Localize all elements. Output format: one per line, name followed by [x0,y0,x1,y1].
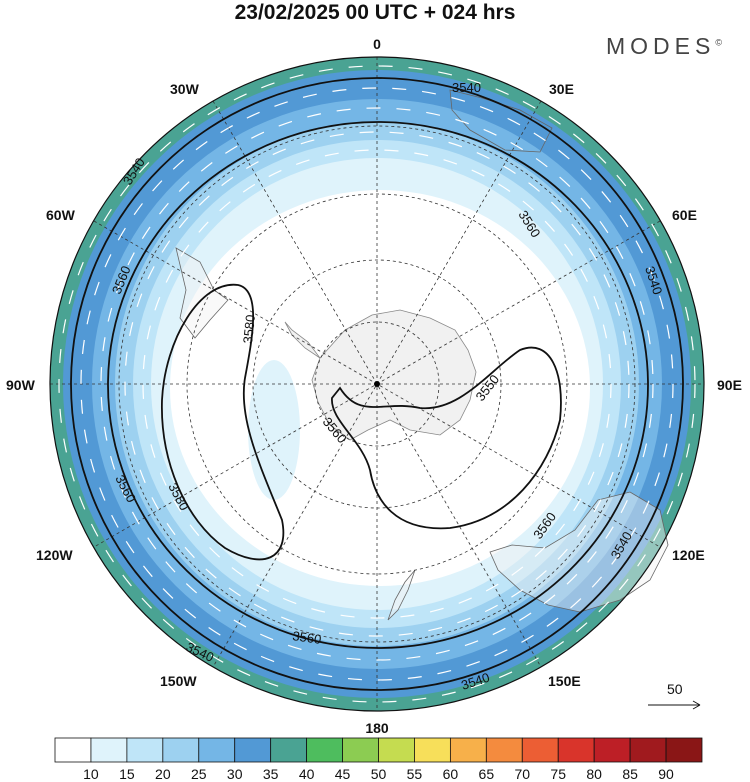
colorbar-swatch [342,737,379,763]
contour-label-3580: 3580 [240,314,258,344]
colorbar: 10 15 20 25 30 35 40 45 50 55 60 65 70 75 80 85 90 [54,737,703,782]
brand-logo: MODES© [606,33,722,60]
colorbar-swatch [629,737,667,763]
colorbar-swatch [665,737,703,763]
colorbar-swatch [54,737,92,763]
colorbar-label: 25 [191,766,207,782]
colorbar-label: 35 [263,766,279,782]
colorbar-swatch [90,737,128,763]
colorbar-label: 50 [371,766,387,782]
lon-label-30e: 30E [549,81,574,97]
lon-label-30w: 30W [170,81,200,97]
contour-label-3560: 3560 [292,628,323,647]
lon-label-0: 0 [373,36,381,52]
antarctic-peninsula [284,321,321,359]
brand-text: MODES [606,33,716,59]
contour-3580 [161,284,285,561]
colorbar-swatch [485,737,523,763]
contour-3540-outer [70,77,684,691]
colorbar-swatch [378,737,415,763]
lon-label-150w: 150W [160,673,197,689]
contour-lines [70,77,684,691]
lon-label-90w: 90W [6,377,36,393]
new-zealand-coast [387,569,416,621]
colorbar-label: 60 [443,766,459,782]
colorbar-label: 75 [550,766,566,782]
contour-label-3540: 3540 [452,80,481,95]
contour-3560-outer [107,121,649,649]
colorbar-label: 70 [514,766,530,782]
colorbar-swatch [162,737,200,763]
map-title: 23/02/2025 00 UTC + 024 hrs [234,1,516,24]
colorbar-label: 55 [407,766,423,782]
colorbar-label: 30 [227,766,243,782]
australia-coast [489,491,669,613]
colorbar-label: 20 [155,766,171,782]
copyright-mark: © [715,37,722,48]
colorbar-swatch [414,737,451,763]
colorbar-swatch [270,737,308,763]
lon-label-180: 180 [365,720,389,736]
lon-label-90e: 90E [717,377,742,393]
colorbar-swatch [557,737,595,763]
colorbar-label: 65 [479,766,495,782]
contour-3550 [331,346,562,530]
colorbar-label: 40 [299,766,315,782]
colorbar-swatch [593,737,631,763]
vector-reference: 50 [648,681,701,710]
colorbar-label: 45 [335,766,351,782]
lon-label-120w: 120W [36,547,73,563]
colorbar-label: 90 [658,766,674,782]
lon-label-120e: 120E [672,547,705,563]
colorbar-label: 85 [622,766,638,782]
colorbar-swatch [234,737,272,763]
colorbar-swatch [198,737,236,763]
south-pole-marker [374,381,380,387]
colorbar-swatch [126,737,164,763]
longitude-labels: 0 180 90W 90E 30W 30E 60W 60E 120W 120E … [6,36,742,736]
colorbar-label: 80 [586,766,602,782]
vector-ref-label: 50 [667,681,683,697]
map-border [49,56,705,712]
colorbar-label: 10 [83,766,99,782]
lon-label-60w: 60W [46,207,76,223]
lon-label-150e: 150E [548,673,581,689]
colorbar-swatch [449,737,487,763]
wind-streamlines [58,65,696,703]
colorbar-label: 15 [119,766,135,782]
lon-label-60e: 60E [672,207,697,223]
vector-ref-arrowhead [692,700,701,710]
colorbar-swatch [306,737,343,763]
colorbar-swatch [521,737,559,763]
